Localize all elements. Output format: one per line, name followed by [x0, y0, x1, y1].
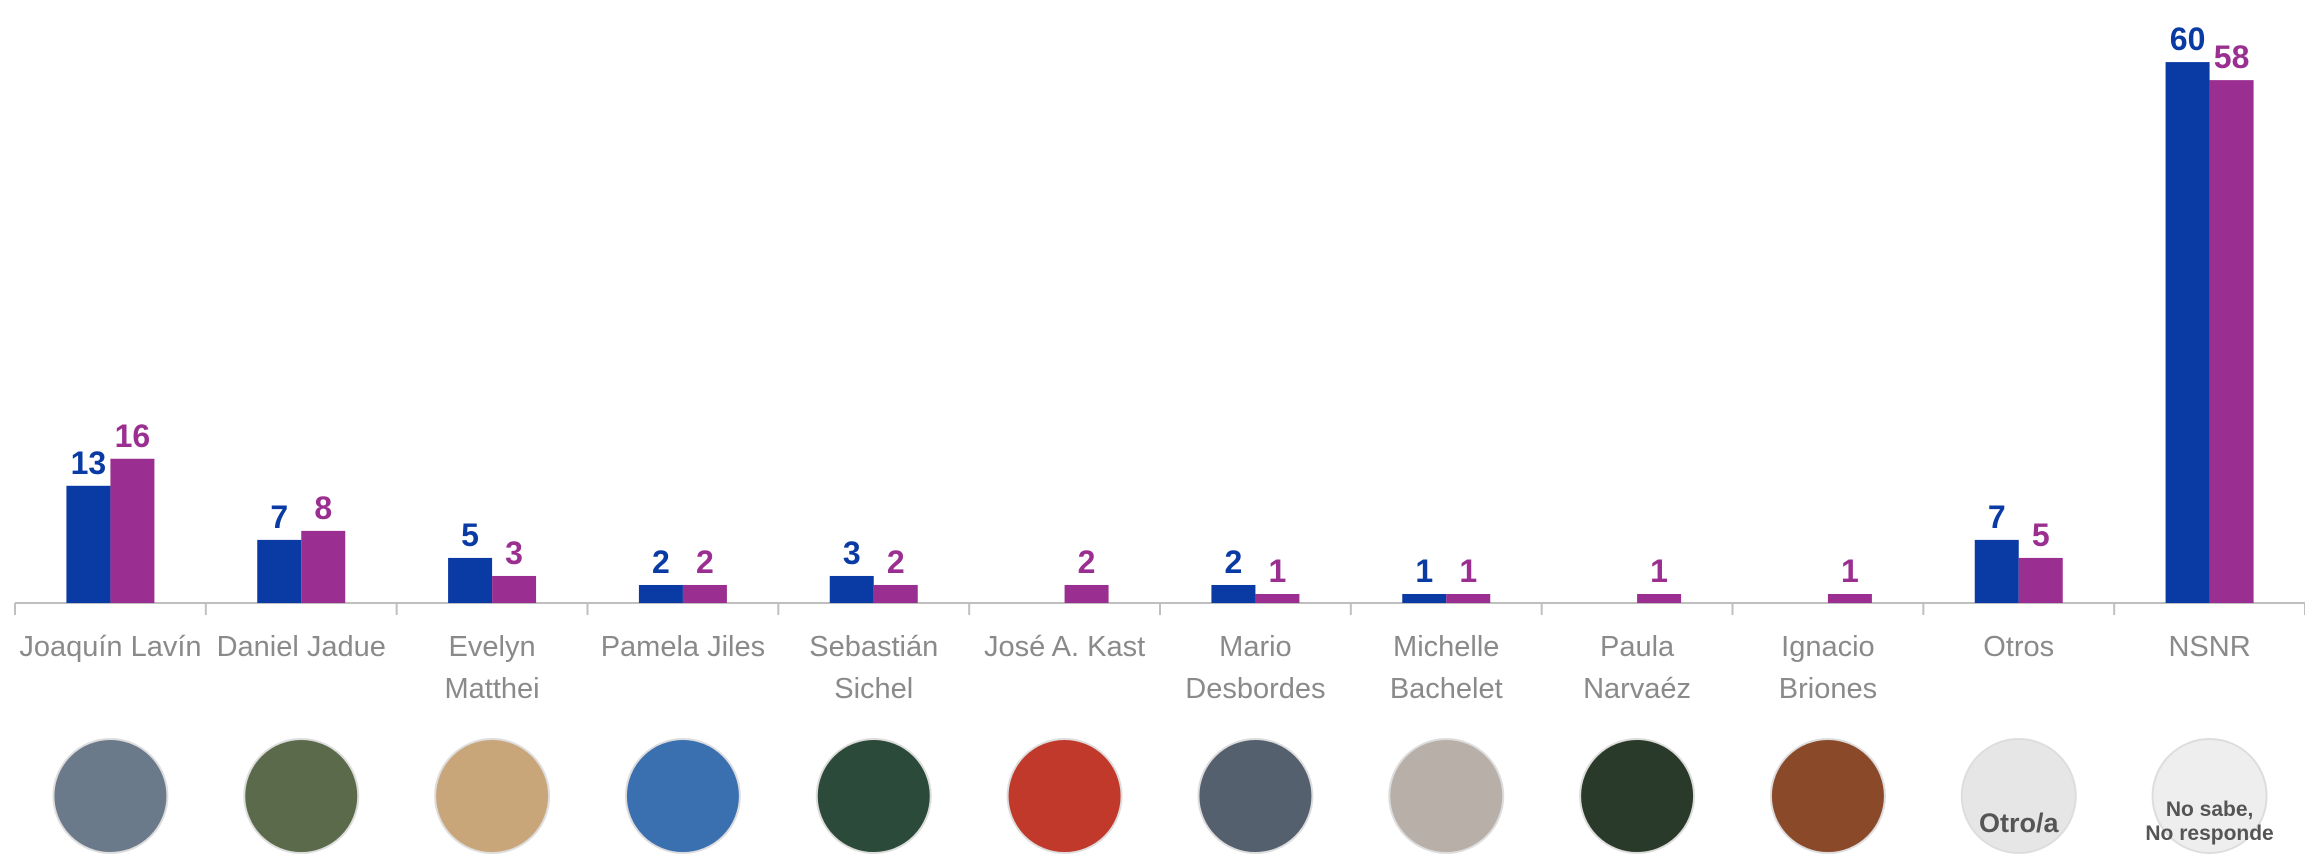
bar [2165, 62, 2210, 604]
bar [682, 584, 727, 603]
bar [829, 575, 874, 603]
bar [1974, 539, 2019, 603]
x-tick-label: NSNR [2168, 631, 2251, 663]
data-label: 2 [696, 544, 714, 580]
data-label: 13 [71, 445, 107, 481]
avatar [1006, 738, 1123, 854]
x-tick-label: Evelyn Matthei [444, 631, 540, 705]
data-label: 58 [2214, 39, 2250, 75]
data-label: 3 [505, 535, 523, 571]
data-label: 5 [461, 517, 479, 553]
bar [448, 557, 493, 603]
x-tick-label: Paula Narvaéz [1583, 631, 1692, 705]
data-label: 16 [115, 418, 151, 454]
avatar [1197, 738, 1314, 854]
bar [1064, 584, 1109, 603]
bar [638, 584, 683, 603]
data-label: 7 [1988, 499, 2006, 535]
bar [1255, 593, 1300, 603]
x-tick-label: Michelle Bachelet [1389, 631, 1503, 705]
data-label: 2 [1078, 544, 1096, 580]
x-tick-label: Mario Desbordes [1185, 631, 1326, 705]
avatar-label: No sabe, No responde [2145, 798, 2274, 845]
avatar [52, 738, 169, 854]
data-label: 5 [2032, 517, 2050, 553]
bar [2018, 557, 2063, 603]
bar [110, 458, 155, 603]
data-label: 7 [270, 499, 288, 535]
data-label: 3 [843, 535, 861, 571]
x-tick-label: Joaquín Lavín [19, 631, 202, 663]
avatar [815, 738, 932, 854]
x-tick-label: Sebastián Sichel [809, 631, 939, 705]
data-label: 1 [1650, 553, 1668, 589]
bar [1827, 593, 1872, 603]
data-label: 2 [652, 544, 670, 580]
avatar [1579, 738, 1696, 854]
x-tick-label: Ignacio Briones [1778, 631, 1878, 705]
bar [492, 575, 537, 603]
data-label: 1 [1841, 553, 1859, 589]
avatar [2151, 738, 2268, 854]
x-tick-label: Otros [1983, 631, 2055, 663]
bar [257, 539, 302, 603]
bar [2209, 80, 2254, 603]
avatar [243, 738, 360, 854]
data-label: 1 [1269, 553, 1287, 589]
data-label: 2 [1225, 544, 1243, 580]
bar [66, 485, 111, 603]
x-tick-label: José A. Kast [983, 631, 1146, 663]
bar [1402, 593, 1447, 603]
avatar [1388, 738, 1505, 854]
data-label: 1 [1415, 553, 1433, 589]
x-tick-label: Daniel Jadue [216, 631, 386, 663]
data-label: 1 [1459, 553, 1477, 589]
avatar [1769, 738, 1886, 854]
bar [1637, 593, 1682, 603]
bar [1446, 593, 1491, 603]
x-tick-label: Pamela Jiles [600, 631, 766, 663]
avatar [624, 738, 741, 854]
bar [1211, 584, 1256, 603]
avatar-label: Otro/a [1978, 808, 2059, 838]
bar [301, 530, 346, 603]
avatar [434, 738, 551, 854]
bar [873, 584, 918, 603]
data-label: 8 [314, 490, 332, 526]
avatar [1960, 738, 2077, 854]
data-label: 2 [887, 544, 905, 580]
data-label: 60 [2170, 21, 2206, 57]
